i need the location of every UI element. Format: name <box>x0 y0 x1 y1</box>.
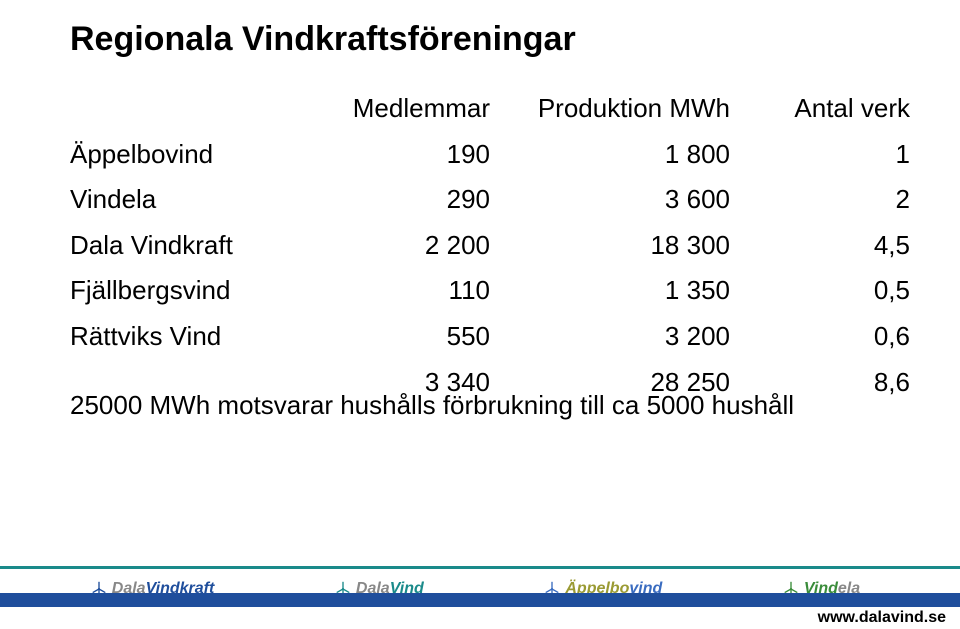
row-label: Fjällbergsvind <box>70 270 310 312</box>
row-mwh: 1 350 <box>510 270 750 312</box>
row-members: 550 <box>310 316 510 358</box>
row-members: 190 <box>310 134 510 176</box>
header-antal-verk: Antal verk <box>750 88 910 130</box>
table-row: Rättviks Vind 550 3 200 0,6 <box>70 314 890 360</box>
row-units: 1 <box>750 134 910 176</box>
slide-title: Regionala Vindkraftsföreningar <box>70 20 576 59</box>
row-label: Dala Vindkraft <box>70 225 310 267</box>
row-mwh: 18 300 <box>510 225 750 267</box>
data-table: Medlemmar Produktion MWh Antal verk Äppe… <box>70 86 890 405</box>
table-row: Fjällbergsvind 110 1 350 0,5 <box>70 268 890 314</box>
table-row: Vindela 290 3 600 2 <box>70 177 890 223</box>
row-label: Vindela <box>70 179 310 221</box>
table-row: Dala Vindkraft 2 200 18 300 4,5 <box>70 223 890 269</box>
footer: DalaVindkraftDalaVindÄppelbovindVindela … <box>0 559 960 629</box>
row-members: 2 200 <box>310 225 510 267</box>
row-units: 2 <box>750 179 910 221</box>
footer-url: www.dalavind.se <box>818 609 946 627</box>
row-members: 290 <box>310 179 510 221</box>
row-units: 0,5 <box>750 270 910 312</box>
slide: Regionala Vindkraftsföreningar Medlemmar… <box>0 0 960 629</box>
header-medlemmar: Medlemmar <box>310 88 510 130</box>
row-mwh: 3 200 <box>510 316 750 358</box>
header-produktion: Produktion MWh <box>510 88 750 130</box>
table-row: Äppelbovind 190 1 800 1 <box>70 132 890 178</box>
row-mwh: 1 800 <box>510 134 750 176</box>
footnote: 25000 MWh motsvarar hushålls förbrukning… <box>70 390 794 421</box>
table-header-row: Medlemmar Produktion MWh Antal verk <box>70 86 890 132</box>
row-label: Äppelbovind <box>70 134 310 176</box>
row-mwh: 3 600 <box>510 179 750 221</box>
footer-blue-line <box>0 593 960 607</box>
row-units: 0,6 <box>750 316 910 358</box>
row-label: Rättviks Vind <box>70 316 310 358</box>
row-units: 4,5 <box>750 225 910 267</box>
row-members: 110 <box>310 270 510 312</box>
